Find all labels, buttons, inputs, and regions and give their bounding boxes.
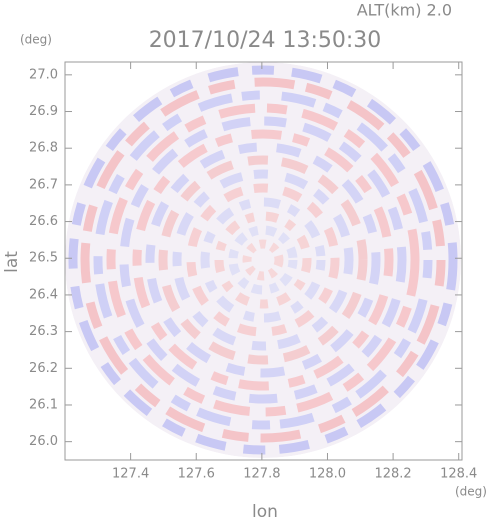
y-tick-label: 26.4 (29, 287, 58, 302)
y-tick-label: 26.0 (29, 434, 58, 449)
y-tick-label: 26.8 (29, 141, 58, 156)
y-unit: (deg) (20, 33, 52, 47)
y-tick-label: 26.1 (29, 397, 58, 412)
x-axis-label: lon (252, 502, 278, 521)
y-tick-label: 26.6 (29, 214, 58, 229)
chart-title: 2017/10/24 13:50:30 (149, 28, 382, 53)
x-tick-label: 127.6 (178, 467, 215, 482)
radar-disk (65, 62, 461, 458)
y-tick-label: 26.5 (29, 251, 58, 266)
x-unit: (deg) (455, 485, 487, 499)
plot-frame (64, 61, 463, 461)
y-tick-label: 26.9 (29, 104, 58, 119)
y-tick-label: 26.2 (29, 361, 58, 376)
y-tick-label: 26.3 (29, 324, 58, 339)
altitude-label: ALT(km) 2.0 (357, 1, 452, 20)
y-tick-label: 26.7 (29, 177, 58, 192)
x-tick-label: 127.4 (112, 467, 149, 482)
x-tick-label: 127.8 (243, 467, 280, 482)
x-tick-label: 128.0 (309, 467, 346, 482)
x-tick-label: 128.2 (374, 467, 411, 482)
y-axis-label: lat (2, 251, 22, 273)
y-tick-label: 27.0 (29, 67, 58, 82)
x-tick-label: 128.4 (440, 467, 477, 482)
